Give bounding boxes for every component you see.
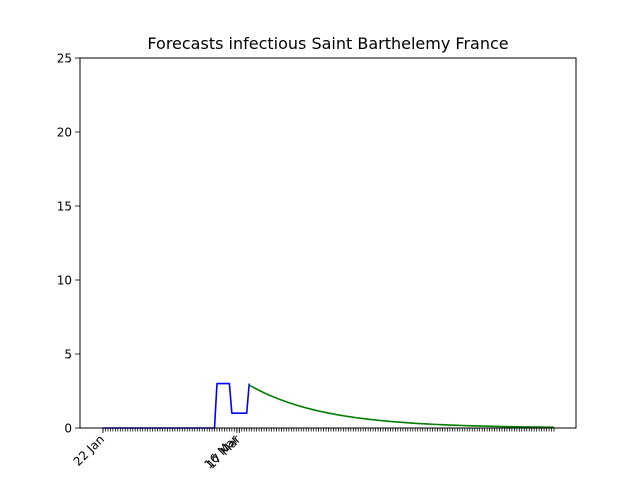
series-layer — [103, 382, 555, 429]
y-tick-label: 15 — [57, 200, 72, 214]
y-tick-label: 5 — [64, 348, 72, 362]
plot-frame — [79, 57, 577, 429]
y-axis: 0 5 10 15 20 25 — [57, 52, 80, 436]
y-tick-label: 10 — [57, 274, 72, 288]
x-tick-label: 17 Mar — [204, 432, 243, 471]
x-tick-label: 22 Jan — [71, 432, 107, 468]
series-line-forecast — [248, 384, 555, 429]
chart-title: Forecasts infectious Saint Barthelemy Fr… — [147, 34, 508, 53]
y-tick-label: 0 — [64, 422, 72, 436]
series-line-observed — [103, 382, 250, 429]
y-tick-label: 20 — [57, 126, 72, 140]
y-tick-label: 25 — [57, 52, 72, 66]
x-minor-ticks — [102, 428, 555, 432]
